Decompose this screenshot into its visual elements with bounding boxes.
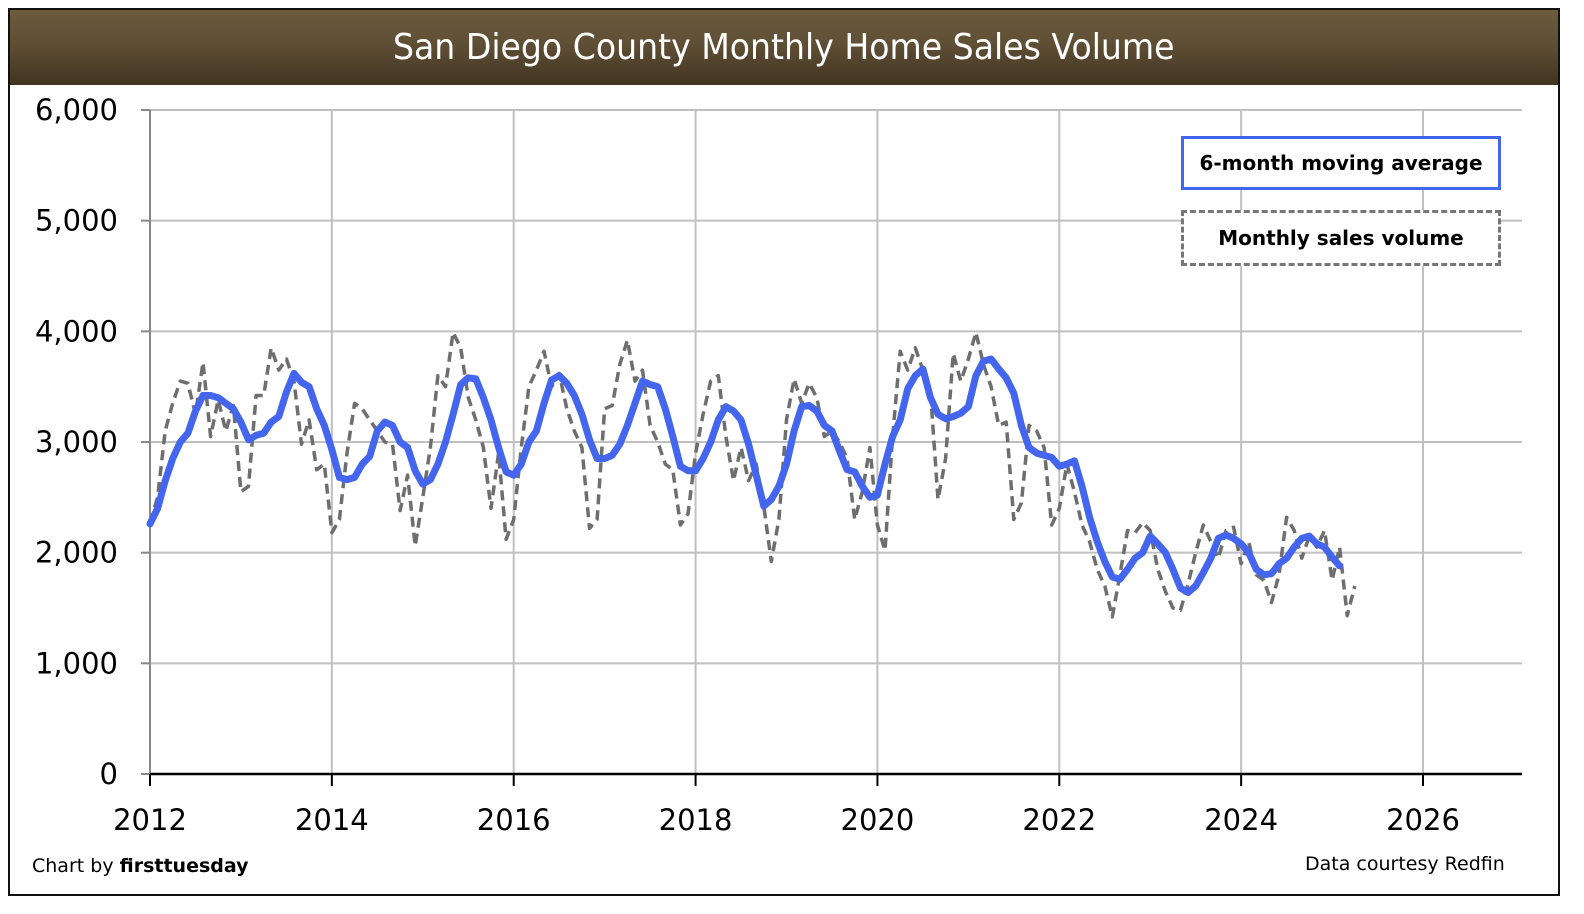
series-moving-average-line [146, 355, 1344, 596]
chart-credit: Chart by firsttuesday [32, 855, 248, 877]
legend-monthly-sales: Monthly sales volume [1181, 210, 1501, 266]
data-source: Data courtesy Redfin [1305, 853, 1505, 875]
x-tick-label: 2022 [1022, 803, 1096, 837]
x-tick-label: 2012 [113, 803, 187, 837]
x-tick-label: 2026 [1386, 803, 1460, 837]
x-tick-label: 2016 [477, 803, 551, 837]
x-tick-label: 2014 [295, 803, 369, 837]
x-tick-label: 2020 [841, 803, 915, 837]
y-tick-label: 1,000 [35, 646, 118, 680]
legend-monthly-sales-label: Monthly sales volume [1218, 226, 1464, 250]
x-tick-label: 2024 [1204, 803, 1278, 837]
legend-moving-average-label: 6-month moving average [1199, 151, 1483, 175]
chart-title: San Diego County Monthly Home Sales Volu… [393, 27, 1175, 68]
series-layer [146, 330, 1357, 619]
y-axis-ticks: 0 1,000 2,000 3,000 4,000 5,000 6,000 [35, 93, 118, 791]
chart-header: San Diego County Monthly Home Sales Volu… [10, 10, 1558, 85]
y-tick-label: 0 [100, 757, 118, 791]
y-tick-label: 2,000 [35, 536, 118, 570]
x-axis-ticks: 2012 2014 2016 2018 2020 2022 2024 2026 [113, 803, 1460, 837]
y-tick-label: 3,000 [35, 425, 118, 459]
credit-brand: firsttuesday [119, 855, 249, 877]
y-tick-label: 5,000 [35, 204, 118, 238]
credit-prefix: Chart by [32, 855, 120, 877]
x-tick-label: 2018 [659, 803, 733, 837]
y-tick-label: 6,000 [35, 93, 118, 127]
axes [141, 109, 1522, 786]
y-tick-label: 4,000 [35, 314, 118, 348]
legend-moving-average: 6-month moving average [1181, 136, 1501, 190]
